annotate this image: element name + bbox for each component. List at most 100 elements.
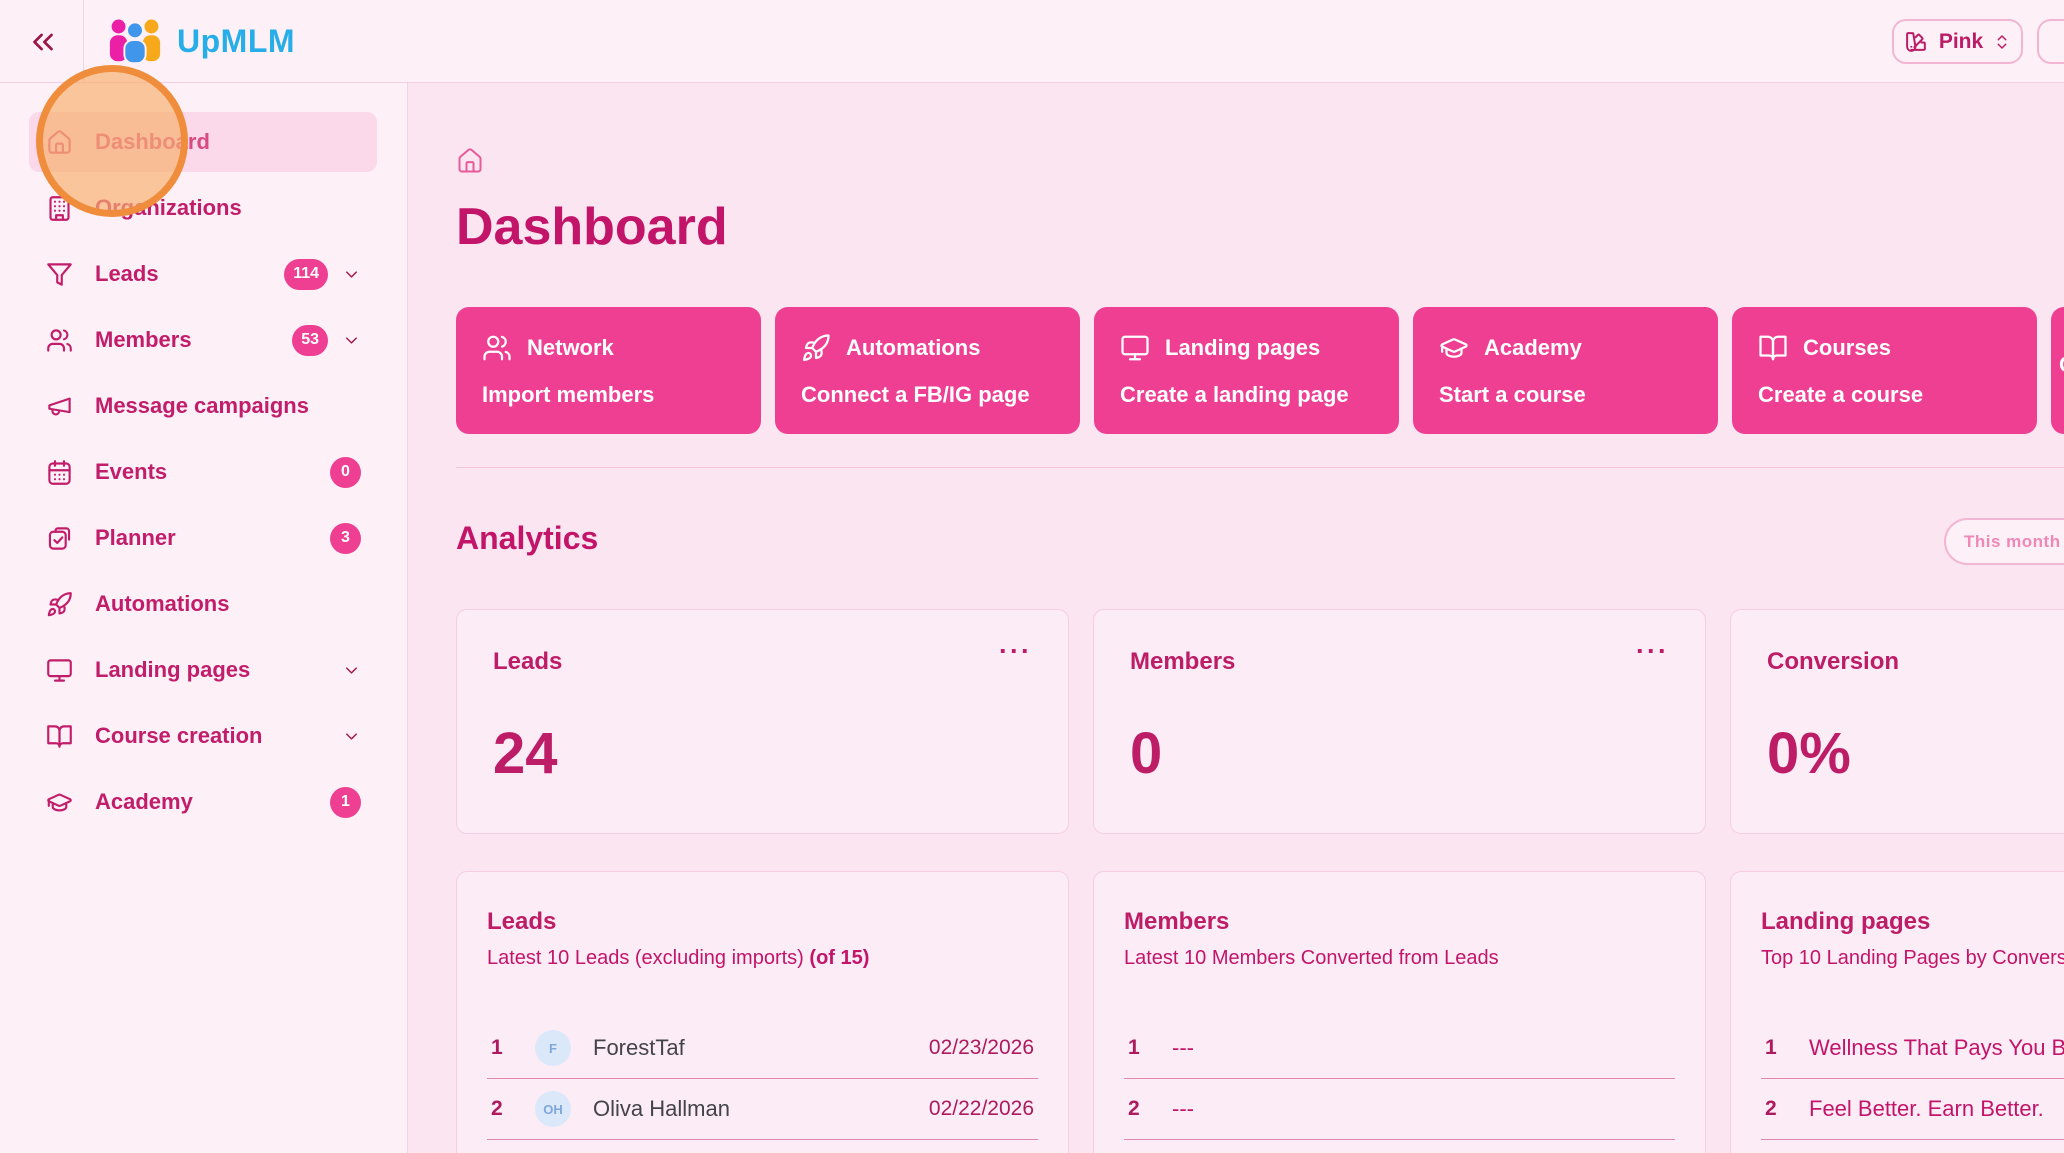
upmlm-people-icon — [106, 16, 164, 66]
theme-selector[interactable]: Pink — [1892, 19, 2023, 64]
analytics-heading: Analytics — [456, 520, 599, 556]
section-divider — [456, 467, 2064, 468]
megaphone-icon — [46, 393, 73, 420]
sidebar: Dashboard Organizations Leads 114 Member… — [0, 83, 408, 1153]
building-icon — [46, 195, 73, 222]
row-name: Wellness That Pays You Back — [1809, 1035, 2064, 1060]
sidebar-item-label: Automations — [95, 591, 230, 616]
list-title: Landing pages — [1761, 908, 1931, 935]
quick-action-partial[interactable]: C — [2051, 307, 2064, 434]
list-row[interactable]: 2 Feel Better. Earn Better. — [1761, 1079, 2064, 1140]
row-rank: 2 — [1128, 1097, 1140, 1120]
row-name: Feel Better. Earn Better. — [1809, 1096, 2044, 1121]
list-subtitle-bold: (of 15) — [809, 947, 870, 969]
list-row[interactable]: 1 Wellness That Pays You Back — [1761, 1018, 2064, 1079]
avatar: F — [535, 1030, 571, 1066]
list-subtitle: Latest 10 Leads (excluding imports) (of … — [487, 947, 1038, 970]
quick-action-courses[interactable]: Courses Create a course — [1732, 307, 2037, 434]
sidebar-item-organizations[interactable]: Organizations — [29, 178, 377, 238]
quick-action-automations[interactable]: Automations Connect a FB/IG page — [775, 307, 1080, 434]
list-card-leads: Leads Latest 10 Leads (excluding imports… — [456, 871, 1069, 1153]
rocket-icon — [803, 334, 830, 361]
sidebar-item-events[interactable]: Events 0 — [29, 442, 377, 502]
sidebar-item-label: Course creation — [95, 723, 263, 748]
chevron-down-icon[interactable] — [342, 661, 361, 680]
sidebar-item-message-campaigns[interactable]: Message campaigns — [29, 376, 377, 436]
quick-action-academy[interactable]: Academy Start a course — [1413, 307, 1718, 434]
row-rank: 2 — [491, 1097, 503, 1120]
sidebar-item-leads[interactable]: Leads 114 — [29, 244, 377, 304]
monitor-icon — [46, 657, 73, 684]
chevron-down-icon[interactable] — [342, 331, 361, 350]
academy-count-badge: 1 — [330, 786, 361, 818]
partial-topbar-button[interactable] — [2037, 19, 2064, 64]
list-subtitle: Top 10 Landing Pages by Convers — [1761, 947, 2064, 970]
chevrons-left-icon — [33, 33, 53, 51]
events-count-badge: 0 — [330, 456, 361, 488]
quick-action-title: Courses — [1803, 335, 1892, 360]
ellipsis-menu-icon[interactable]: ··· — [999, 636, 1032, 666]
analytics-heading-row: Analytics This month 02/0 — [456, 518, 2064, 568]
page-title: Dashboard — [456, 198, 728, 256]
breadcrumb[interactable] — [456, 147, 484, 175]
sidebar-item-label: Members — [95, 327, 192, 352]
main-content: Dashboard Network Import members Automat… — [409, 83, 2064, 1153]
list-subtitle-text: Latest 10 Members Converted from Leads — [1124, 947, 1499, 969]
graduation-cap-icon — [46, 789, 73, 816]
row-rank: 1 — [491, 1036, 503, 1059]
quick-action-title: Network — [527, 335, 614, 360]
list-title: Members — [1124, 908, 1230, 935]
row-date: 02/22/2026 — [928, 1097, 1034, 1120]
graduation-cap-icon — [1440, 338, 1468, 358]
leads-count-badge: 114 — [284, 258, 328, 290]
list-card-landing-pages: Landing pages Top 10 Landing Pages by Co… — [1730, 871, 2064, 1153]
sidebar-item-automations[interactable]: Automations — [29, 574, 377, 634]
quick-action-network[interactable]: Network Import members — [456, 307, 761, 434]
sidebar-item-label: Landing pages — [95, 657, 251, 682]
users-icon — [46, 327, 73, 354]
sidebar-item-label: Message campaigns — [95, 393, 309, 418]
monitor-icon — [1121, 335, 1149, 361]
list-row[interactable]: 2 OH Oliva Hallman 02/22/2026 — [487, 1079, 1038, 1140]
quick-action-title: Landing pages — [1165, 335, 1321, 360]
sidebar-item-label: Events — [95, 459, 168, 484]
period-selector[interactable]: This month 02/0 — [1944, 518, 2064, 565]
quick-action-subtitle: Start a course — [1439, 382, 1586, 407]
brand-logo[interactable]: UpMLM — [106, 16, 295, 66]
calendar-icon — [46, 459, 73, 486]
sidebar-item-academy[interactable]: Academy 1 — [29, 772, 377, 832]
sidebar-item-course-creation[interactable]: Course creation — [29, 706, 377, 766]
stat-title: Leads — [493, 648, 563, 675]
sidebar-item-landing-pages[interactable]: Landing pages — [29, 640, 377, 700]
stat-value: 0 — [1130, 721, 1163, 786]
quick-action-landing-pages[interactable]: Landing pages Create a landing page — [1094, 307, 1399, 434]
stat-card-leads: Leads ··· 24 — [456, 609, 1069, 834]
sidebar-item-dashboard[interactable]: Dashboard — [29, 112, 377, 172]
list-row[interactable]: 2 --- — [1124, 1079, 1675, 1140]
row-name: Oliva Hallman — [593, 1096, 730, 1121]
sidebar-collapse-button[interactable] — [26, 25, 60, 59]
quick-action-subtitle: C — [2059, 352, 2064, 378]
sidebar-item-label: Academy — [95, 789, 193, 814]
row-name: --- — [1172, 1035, 1194, 1060]
list-subtitle-text: Top 10 Landing Pages by Convers — [1761, 947, 2064, 969]
list-row[interactable]: 1 F ForestTaf 02/23/2026 — [487, 1018, 1038, 1079]
swatchbook-icon — [1905, 32, 1926, 52]
book-open-icon — [46, 723, 73, 750]
theme-label: Pink — [1938, 29, 1984, 53]
ellipsis-menu-icon[interactable]: ··· — [1636, 636, 1669, 666]
sidebar-item-label: Planner — [95, 525, 176, 550]
chevron-down-icon[interactable] — [342, 265, 361, 284]
quick-action-subtitle: Create a course — [1758, 382, 1924, 407]
sidebar-item-members[interactable]: Members 53 — [29, 310, 377, 370]
chevron-down-icon[interactable] — [342, 727, 361, 746]
row-rank: 1 — [1128, 1036, 1140, 1059]
clipboard-check-icon — [46, 525, 73, 552]
list-subtitle-text: Latest 10 Leads (excluding imports) — [487, 947, 804, 969]
quick-action-subtitle: Connect a FB/IG page — [801, 382, 1030, 407]
stats-row: Leads ··· 24 Members ··· 0 Conversion 0% — [456, 609, 2064, 834]
brand-name: UpMLM — [177, 22, 296, 59]
list-row[interactable]: 1 --- — [1124, 1018, 1675, 1079]
list-title: Leads — [487, 908, 557, 935]
sidebar-item-planner[interactable]: Planner 3 — [29, 508, 377, 568]
